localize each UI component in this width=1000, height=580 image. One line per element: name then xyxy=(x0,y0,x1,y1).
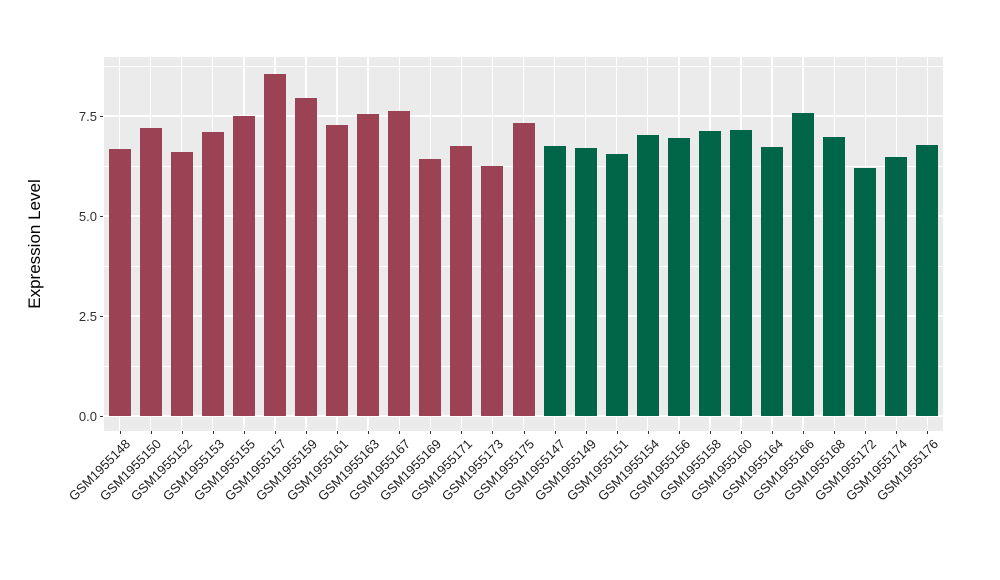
bar xyxy=(139,128,162,416)
bar xyxy=(854,168,877,416)
x-tick-mark xyxy=(803,431,805,434)
y-tick-label: 7.5 xyxy=(78,108,97,124)
x-tick-mark xyxy=(492,431,494,434)
x-tick-mark xyxy=(368,431,370,434)
x-tick-mark xyxy=(865,431,867,434)
x-tick-mark xyxy=(927,431,929,434)
bar xyxy=(481,166,504,416)
bar xyxy=(294,98,317,416)
bar xyxy=(108,148,131,416)
x-tick-mark xyxy=(896,431,898,434)
y-tick-label: 0.0 xyxy=(78,408,97,424)
x-tick-mark xyxy=(554,431,556,434)
bar xyxy=(885,156,908,416)
bar xyxy=(450,146,473,416)
bar xyxy=(170,152,193,416)
y-tick-mark xyxy=(100,316,103,317)
bar xyxy=(605,154,628,416)
bar xyxy=(419,158,442,416)
x-tick-mark xyxy=(274,431,276,434)
x-tick-mark xyxy=(741,431,743,434)
x-tick-mark xyxy=(585,431,587,434)
x-tick-mark xyxy=(119,431,121,434)
x-tick-mark xyxy=(523,431,525,434)
x-tick-mark xyxy=(430,431,432,434)
x-tick-mark xyxy=(181,431,183,434)
bar xyxy=(543,146,566,416)
bar xyxy=(636,134,659,416)
x-tick-mark xyxy=(772,431,774,434)
x-tick-mark xyxy=(709,431,711,434)
x-tick-mark xyxy=(616,431,618,434)
bar xyxy=(263,74,286,416)
y-tick-mark xyxy=(100,216,103,217)
bar xyxy=(761,146,784,416)
y-tick-label: 2.5 xyxy=(78,308,97,324)
bar xyxy=(326,124,349,416)
y-axis-title: Expression Level xyxy=(25,179,44,309)
x-tick-mark xyxy=(212,431,214,434)
bar xyxy=(357,114,380,416)
bar xyxy=(201,132,224,416)
x-tick-mark xyxy=(647,431,649,434)
x-tick-mark xyxy=(337,431,339,434)
bar xyxy=(823,136,846,416)
bar xyxy=(232,116,255,416)
y-tick-label: 5.0 xyxy=(78,208,97,224)
y-tick-mark xyxy=(100,416,103,417)
plot-panel xyxy=(104,57,943,431)
bar xyxy=(574,148,597,416)
bar xyxy=(512,122,535,416)
x-tick-mark xyxy=(461,431,463,434)
x-tick-mark xyxy=(150,431,152,434)
y-tick-mark xyxy=(100,116,103,117)
bar xyxy=(698,130,721,416)
x-tick-mark xyxy=(678,431,680,434)
bar xyxy=(916,144,939,416)
bar xyxy=(792,112,815,416)
bar xyxy=(730,130,753,416)
x-tick-mark xyxy=(399,431,401,434)
bar xyxy=(388,110,411,416)
x-tick-mark xyxy=(834,431,836,434)
bar xyxy=(667,138,690,416)
x-tick-mark xyxy=(305,431,307,434)
x-tick-mark xyxy=(243,431,245,434)
